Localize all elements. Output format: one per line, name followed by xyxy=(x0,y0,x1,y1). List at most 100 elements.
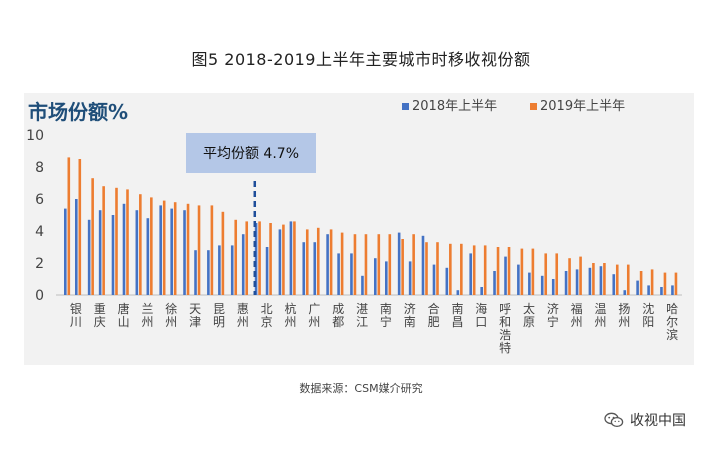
bar-2018 xyxy=(337,253,340,295)
bar-2019 xyxy=(520,248,524,295)
bar-2018 xyxy=(230,245,234,295)
bar-2018 xyxy=(326,234,329,295)
bar-2018 xyxy=(111,215,115,295)
bar-2019 xyxy=(102,186,105,295)
bar-2019 xyxy=(568,258,571,295)
bar-2019 xyxy=(173,202,177,295)
bar-2019 xyxy=(544,253,548,295)
source-note: 数据来源：CSM媒介研究 xyxy=(299,382,423,395)
bar-2018 xyxy=(599,266,603,295)
bar-2018 xyxy=(183,210,186,295)
bar-2019 xyxy=(210,205,214,295)
bar-2019 xyxy=(245,221,249,295)
x-tick-label: 温州 xyxy=(595,302,607,329)
bar-2019 xyxy=(449,243,452,295)
bar-2019 xyxy=(221,211,225,295)
bar-2019 xyxy=(496,247,500,295)
bar-2019 xyxy=(282,224,285,295)
bar-2019 xyxy=(197,205,201,295)
bars-group xyxy=(64,157,678,295)
y-tick-label: 8 xyxy=(35,160,44,176)
bar-2019 xyxy=(460,243,463,295)
watermark-text: 收视中国 xyxy=(630,413,686,429)
bar-2018 xyxy=(575,269,579,295)
bar-2019 xyxy=(388,234,392,295)
bar-2018 xyxy=(241,234,245,295)
bar-2019 xyxy=(615,264,619,295)
y-tick-label: 10 xyxy=(26,128,44,144)
bar-2018 xyxy=(623,290,627,295)
x-tick-label: 杭州 xyxy=(285,301,297,329)
bar-2019 xyxy=(305,229,309,295)
bar-2019 xyxy=(650,269,654,295)
bar-2018 xyxy=(122,203,126,295)
bar-2018 xyxy=(135,210,139,295)
bar-2019 xyxy=(139,194,142,295)
x-tick-label: 济南 xyxy=(404,301,416,329)
x-tick-label: 重庆 xyxy=(94,302,106,329)
x-tick-label: 济宁 xyxy=(547,301,559,329)
bar-2019 xyxy=(425,242,428,295)
bar-2018 xyxy=(146,218,150,295)
x-tick-label: 唐山 xyxy=(118,301,130,329)
bar-2018 xyxy=(456,290,460,295)
average-label: 平均份额 4.7% xyxy=(203,146,299,162)
bar-2018 xyxy=(480,287,483,295)
bar-2019 xyxy=(150,197,153,295)
bar-2018 xyxy=(170,208,173,295)
bar-2019 xyxy=(234,219,238,295)
bar-2019 xyxy=(316,227,320,295)
bar-2018 xyxy=(504,256,507,295)
x-tick-label: 南昌 xyxy=(451,301,463,329)
bar-2019 xyxy=(401,239,404,295)
bar-2019 xyxy=(115,187,118,295)
bar-2019 xyxy=(592,263,595,295)
bar-2019 xyxy=(162,200,166,295)
legend: 2018年上半年 2019年上半年 xyxy=(402,99,625,114)
x-tick-label: 湛江 xyxy=(356,302,368,329)
bar-2018 xyxy=(540,275,544,295)
bar-2018 xyxy=(361,275,364,295)
bar-2018 xyxy=(432,264,436,295)
bar-2019 xyxy=(293,221,296,295)
x-tick-label: 合肥 xyxy=(428,301,440,329)
bar-2019 xyxy=(91,178,94,295)
bar-2019 xyxy=(663,272,667,295)
bar-2018 xyxy=(660,287,663,295)
x-tick-label: 沈阳 xyxy=(642,301,654,329)
bar-2018 xyxy=(445,267,449,295)
bar-2018 xyxy=(302,242,306,295)
bar-2018 xyxy=(75,199,78,295)
bar-2018 xyxy=(159,205,162,295)
x-tick-label: 福州 xyxy=(571,301,583,329)
bar-2019 xyxy=(674,272,678,295)
bar-2019 xyxy=(626,264,630,295)
x-tick-label: 南宁 xyxy=(380,301,392,329)
bar-2018 xyxy=(265,247,269,295)
bar-2019 xyxy=(186,203,190,295)
bar-2018 xyxy=(588,267,592,295)
bar-2019 xyxy=(639,271,643,295)
bar-2019 xyxy=(364,234,368,295)
bar-2018 xyxy=(564,271,568,295)
x-tick-label: 银川 xyxy=(70,302,82,329)
bar-2018 xyxy=(313,242,317,295)
x-tick-label: 哈尔滨 xyxy=(666,302,678,342)
legend-swatch xyxy=(530,103,537,110)
x-tick-label: 扬州 xyxy=(618,301,630,329)
bar-2019 xyxy=(269,223,272,295)
watermark: 收视中国 xyxy=(604,410,686,430)
bar-2018 xyxy=(528,272,531,295)
x-tick-label: 惠州 xyxy=(237,302,249,329)
x-tick-label: 天津 xyxy=(189,302,201,329)
bar-chart: 市场份额% 2018年上半年 2019年上半年 0 2 4 6 8 10 银川重庆唐山兰州徐… xyxy=(26,99,682,355)
y-tick-label: 2 xyxy=(35,256,44,272)
bar-2019 xyxy=(377,234,381,295)
y-tick-label: 6 xyxy=(35,192,44,208)
bar-2018 xyxy=(278,229,282,295)
bar-2018 xyxy=(612,274,616,295)
legend-label: 2018年上半年 xyxy=(412,99,497,114)
bar-2019 xyxy=(353,234,357,295)
x-tick-label: 兰州 xyxy=(141,302,153,329)
y-tick-label: 0 xyxy=(35,288,44,304)
